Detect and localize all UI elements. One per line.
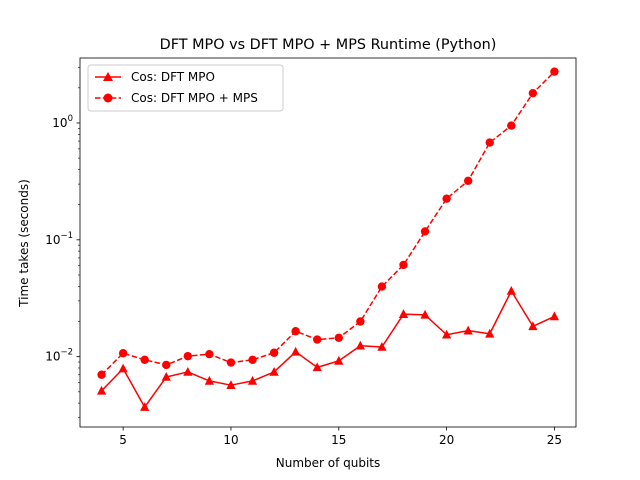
series-1-point-0 (97, 370, 106, 379)
series-1-point-17 (463, 176, 473, 186)
series-1-point-6 (226, 358, 236, 367)
series-1-point-5 (205, 349, 214, 359)
series-0-point-0 (96, 385, 107, 395)
series-1-point-1 (118, 349, 128, 358)
series-0-point-2 (140, 402, 150, 411)
series-1-point-18 (485, 138, 494, 147)
y-axis-label: Time takes (seconds) (17, 179, 31, 308)
series-0-point-13 (377, 341, 387, 351)
series-1-point-20 (528, 88, 538, 98)
series-0-point-11 (334, 355, 344, 365)
series-0-point-16 (442, 329, 452, 339)
series-line-1 (101, 71, 555, 376)
series-0-point-14 (398, 309, 409, 318)
series-0-point-19 (506, 285, 516, 295)
series-0-point-6 (226, 380, 236, 389)
series-1-point-10 (313, 335, 322, 344)
x-tick-label-4: 25 (547, 433, 562, 447)
series-1-point-15 (420, 227, 430, 236)
legend-label-dft-mpo: Cos: DFT MPO (131, 70, 215, 84)
series-0-point-5 (204, 375, 214, 385)
x-tick-label-3: 20 (439, 433, 454, 447)
series-0-point-17 (463, 325, 473, 335)
series-0-point-9 (291, 346, 301, 356)
x-tick-label-1: 10 (223, 433, 238, 447)
x-axis-label: Number of qubits (276, 456, 381, 470)
series-0-point-12 (355, 340, 365, 350)
series-0-point-8 (269, 366, 279, 376)
series-0-point-3 (161, 371, 171, 381)
x-tick-label-0: 5 (119, 433, 127, 447)
series-1-point-11 (334, 333, 343, 343)
series-0-point-21 (549, 311, 560, 321)
chart-title: DFT MPO vs DFT MPO + MPS Runtime (Python… (160, 37, 497, 53)
series-0-point-18 (485, 328, 495, 338)
series-0-point-4 (183, 366, 193, 376)
legend-marker-triangle (103, 72, 113, 81)
legend: Cos: DFT MPO Cos: DFT MPO + MPS (87, 64, 284, 112)
series-1-point-13 (377, 282, 387, 291)
series-1-point-3 (162, 360, 171, 370)
series-1-point-9 (291, 327, 300, 336)
x-tick-label-2: 15 (331, 433, 346, 447)
series-1-point-2 (140, 355, 149, 364)
series-1-point-7 (248, 355, 257, 364)
series-0-point-20 (528, 321, 538, 331)
legend-marker-circle (103, 93, 113, 103)
series-1-point-16 (442, 194, 451, 203)
series-1-point-8 (269, 348, 279, 357)
series-line-0 (101, 290, 555, 408)
legend-label-dft-mpo-mps: Cos: DFT MPO + MPS (131, 91, 258, 105)
series-1-point-19 (507, 121, 516, 130)
series-1-point-21 (550, 67, 559, 76)
legend-box (87, 64, 284, 112)
series-0-point-10 (312, 362, 322, 372)
series-1-point-12 (356, 317, 365, 326)
axes-frame (79, 57, 577, 428)
series-0-point-1 (118, 363, 128, 373)
series-1-point-4 (183, 351, 193, 361)
series-0-point-7 (247, 375, 258, 385)
series-0-point-15 (420, 309, 430, 319)
series-1-point-14 (399, 260, 408, 270)
